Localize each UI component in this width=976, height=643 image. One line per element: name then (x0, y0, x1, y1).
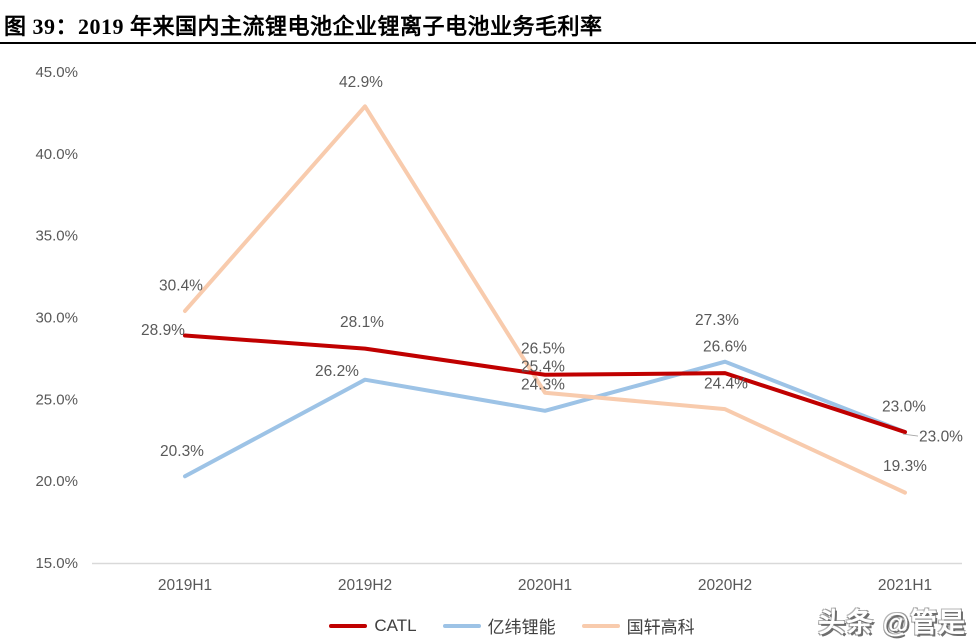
data-label-CATL: 28.9% (141, 322, 185, 339)
series-line-亿纬锂能 (183, 359, 907, 479)
x-tick-label: 2019H2 (338, 577, 392, 594)
legend-item-catl[interactable]: CATL (329, 615, 417, 636)
data-label-亿纬锂能: 20.3% (160, 443, 204, 460)
data-label-CATL: 26.6% (703, 339, 747, 356)
chart-legend: CATL 亿纬锂能 国轩高科 (0, 613, 976, 638)
legend-label-catl: CATL (374, 615, 417, 635)
data-label-国轩高科: 30.4% (159, 277, 203, 294)
x-tick-label: 2020H1 (518, 577, 572, 594)
title-divider (0, 42, 976, 44)
legend-label-gotion: 国轩高科 (626, 618, 695, 637)
label-leader-line (902, 433, 919, 437)
data-label-CATL: 28.1% (340, 314, 384, 331)
x-tick-label: 2021H1 (878, 577, 932, 594)
y-tick-label: 15.0% (35, 555, 78, 572)
data-label-CATL: 23.0% (919, 429, 963, 446)
legend-label-eve: 亿纬锂能 (487, 618, 556, 637)
y-tick-label: 40.0% (35, 146, 78, 163)
data-label-国轩高科: 24.4% (704, 376, 748, 393)
data-label-亿纬锂能: 24.3% (521, 376, 565, 393)
series-line-CATL (183, 333, 907, 435)
y-tick-label: 20.0% (35, 473, 78, 490)
x-tick-label: 2020H2 (698, 577, 752, 594)
y-tick-label: 45.0% (35, 64, 78, 81)
data-label-CATL: 26.5% (521, 340, 565, 357)
series-line-国轩高科 (183, 104, 907, 495)
data-label-国轩高科: 25.4% (521, 358, 565, 375)
data-label-国轩高科: 19.3% (883, 458, 927, 475)
legend-swatch-gotion (581, 623, 620, 628)
y-tick-label: 25.0% (35, 391, 78, 408)
legend-swatch-eve (442, 623, 481, 628)
legend-item-gotion[interactable]: 国轩高科 (581, 613, 695, 638)
data-label-亿纬锂能: 26.2% (315, 363, 359, 380)
data-label-亿纬锂能: 27.3% (695, 312, 739, 329)
watermark-text: 头条 @管是 (818, 608, 966, 638)
y-tick-label: 30.0% (35, 310, 78, 327)
legend-item-eve[interactable]: 亿纬锂能 (442, 613, 556, 638)
y-tick-label: 35.0% (35, 228, 78, 245)
data-label-亿纬锂能: 23.0% (882, 399, 926, 416)
x-tick-label: 2019H1 (158, 577, 212, 594)
data-label-国轩高科: 42.9% (339, 74, 383, 91)
legend-swatch-catl (329, 623, 368, 628)
figure-title: 图 39：2019 年来国内主流锂电池企业锂离子电池业务毛利率 (4, 14, 603, 39)
